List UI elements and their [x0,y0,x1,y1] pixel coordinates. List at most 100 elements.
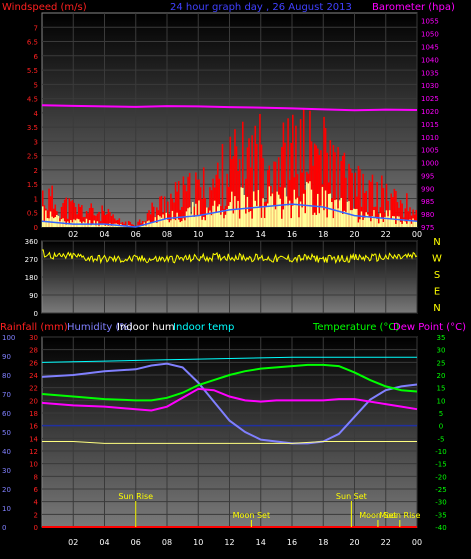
wind-bar [251,219,253,227]
rainfall-tick-label: 6 [34,486,39,494]
windspeed-tick-label: 1 [34,195,38,203]
barometer-tick-label: 995 [421,172,434,180]
rainfall-label: Rainfall (mm) [0,322,68,333]
wind-bar [411,224,413,227]
wind-bar [400,222,402,227]
gust-bar [281,147,283,227]
wind-x-tick-label: 20 [349,230,359,239]
wind-bar [95,225,97,227]
wind-bar [355,209,357,227]
wind-bar [390,219,392,227]
wind-bar [319,213,321,227]
wind-bar [164,219,166,227]
wind-bar [392,216,394,227]
wind-bar [236,209,238,227]
wind-bar [364,218,366,227]
temperature-tick-label: -10 [435,448,446,456]
wind-bar [86,219,88,227]
temp-x-tick-label: 22 [381,538,391,547]
windspeed-tick-label: 1.5 [27,181,38,189]
wind-bar [283,209,285,227]
temperature-tick-label: -5 [438,435,445,443]
wind-x-tick-label: 08 [162,230,172,239]
gust-bar [359,169,361,227]
temp-x-tick-label: 10 [193,538,203,547]
wind-bar [175,220,177,227]
wind-bar [309,181,311,227]
wind-bar [187,208,189,227]
temperature-tick-label: 20 [437,372,446,380]
windspeed-axis-label: Windspeed (m/s) [2,2,87,13]
wind-x-tick-label: 04 [99,230,109,239]
temperature-tick-label: -15 [435,461,446,469]
wind-bar [180,222,182,227]
wind-bar [169,222,171,227]
gust-bar [333,145,335,227]
rainfall-tick-label: 28 [29,347,38,355]
annotation-label: Moon Set [233,511,270,520]
humidity-tick-label: 10 [2,505,11,513]
wind-bar [365,212,367,227]
wind-bar [212,206,214,227]
wind-bar [253,191,255,227]
wind-bar [315,215,317,227]
barometer-tick-label: 1035 [421,69,439,77]
gust-bar [395,191,397,227]
wind-bar [248,212,250,227]
rainfall-tick-label: 10 [29,461,38,469]
wind-x-tick-label: 12 [224,230,234,239]
wind-bar [292,206,294,227]
temperature-tick-label: 5 [439,410,443,418]
wind-bar [317,194,319,227]
wind-bar [328,194,330,227]
temp-x-tick-label: 00 [412,538,422,547]
wind-bar [233,213,235,227]
wind-bar [342,214,344,227]
wind-bar [398,217,400,227]
wind-bar [69,224,71,227]
wind-bar [259,207,261,227]
wind-bar [156,223,158,227]
gust-bar [69,198,71,227]
rainfall-tick-label: 22 [29,385,38,393]
compass-tick-label: S [434,270,440,281]
wind-bar [262,198,264,227]
wind-bar [178,220,180,227]
wind-bar [206,208,208,227]
barometer-tick-label: 1030 [421,82,439,90]
wind-bar [214,201,216,227]
wind-bar [306,182,308,227]
wind-bar [172,211,174,227]
wind-bar [50,211,52,227]
rainfall-tick-label: 0 [34,524,38,532]
wind-bar [225,215,227,227]
wind-bar [320,206,322,227]
wind-bar [295,199,297,227]
rainfall-tick-label: 16 [29,423,38,431]
barometer-axis-label: Barometer (hpa) [372,2,455,13]
wind-bar [198,200,200,227]
barometer-tick-label: 1045 [421,44,439,52]
wind-bar [378,223,380,227]
wind-bar [201,220,203,227]
wind-bar [208,214,210,227]
wind-bar [358,222,360,227]
wind-bar [256,206,258,227]
wind-bar [301,207,303,227]
wind-bar [108,226,110,227]
wind-bar [397,216,399,227]
wind-bar [42,206,44,227]
rainfall-tick-label: 8 [34,473,38,481]
wind-bar [244,195,246,227]
wind-bar [303,194,305,227]
barometer-tick-label: 990 [421,185,434,193]
humidity-tick-label: 90 [2,353,11,361]
wind-x-tick-label: 18 [318,230,328,239]
windspeed-tick-label: 6 [34,53,39,61]
rainfall-tick-label: 14 [29,435,38,443]
wind-bar [353,209,355,227]
wind-bar [264,218,266,227]
